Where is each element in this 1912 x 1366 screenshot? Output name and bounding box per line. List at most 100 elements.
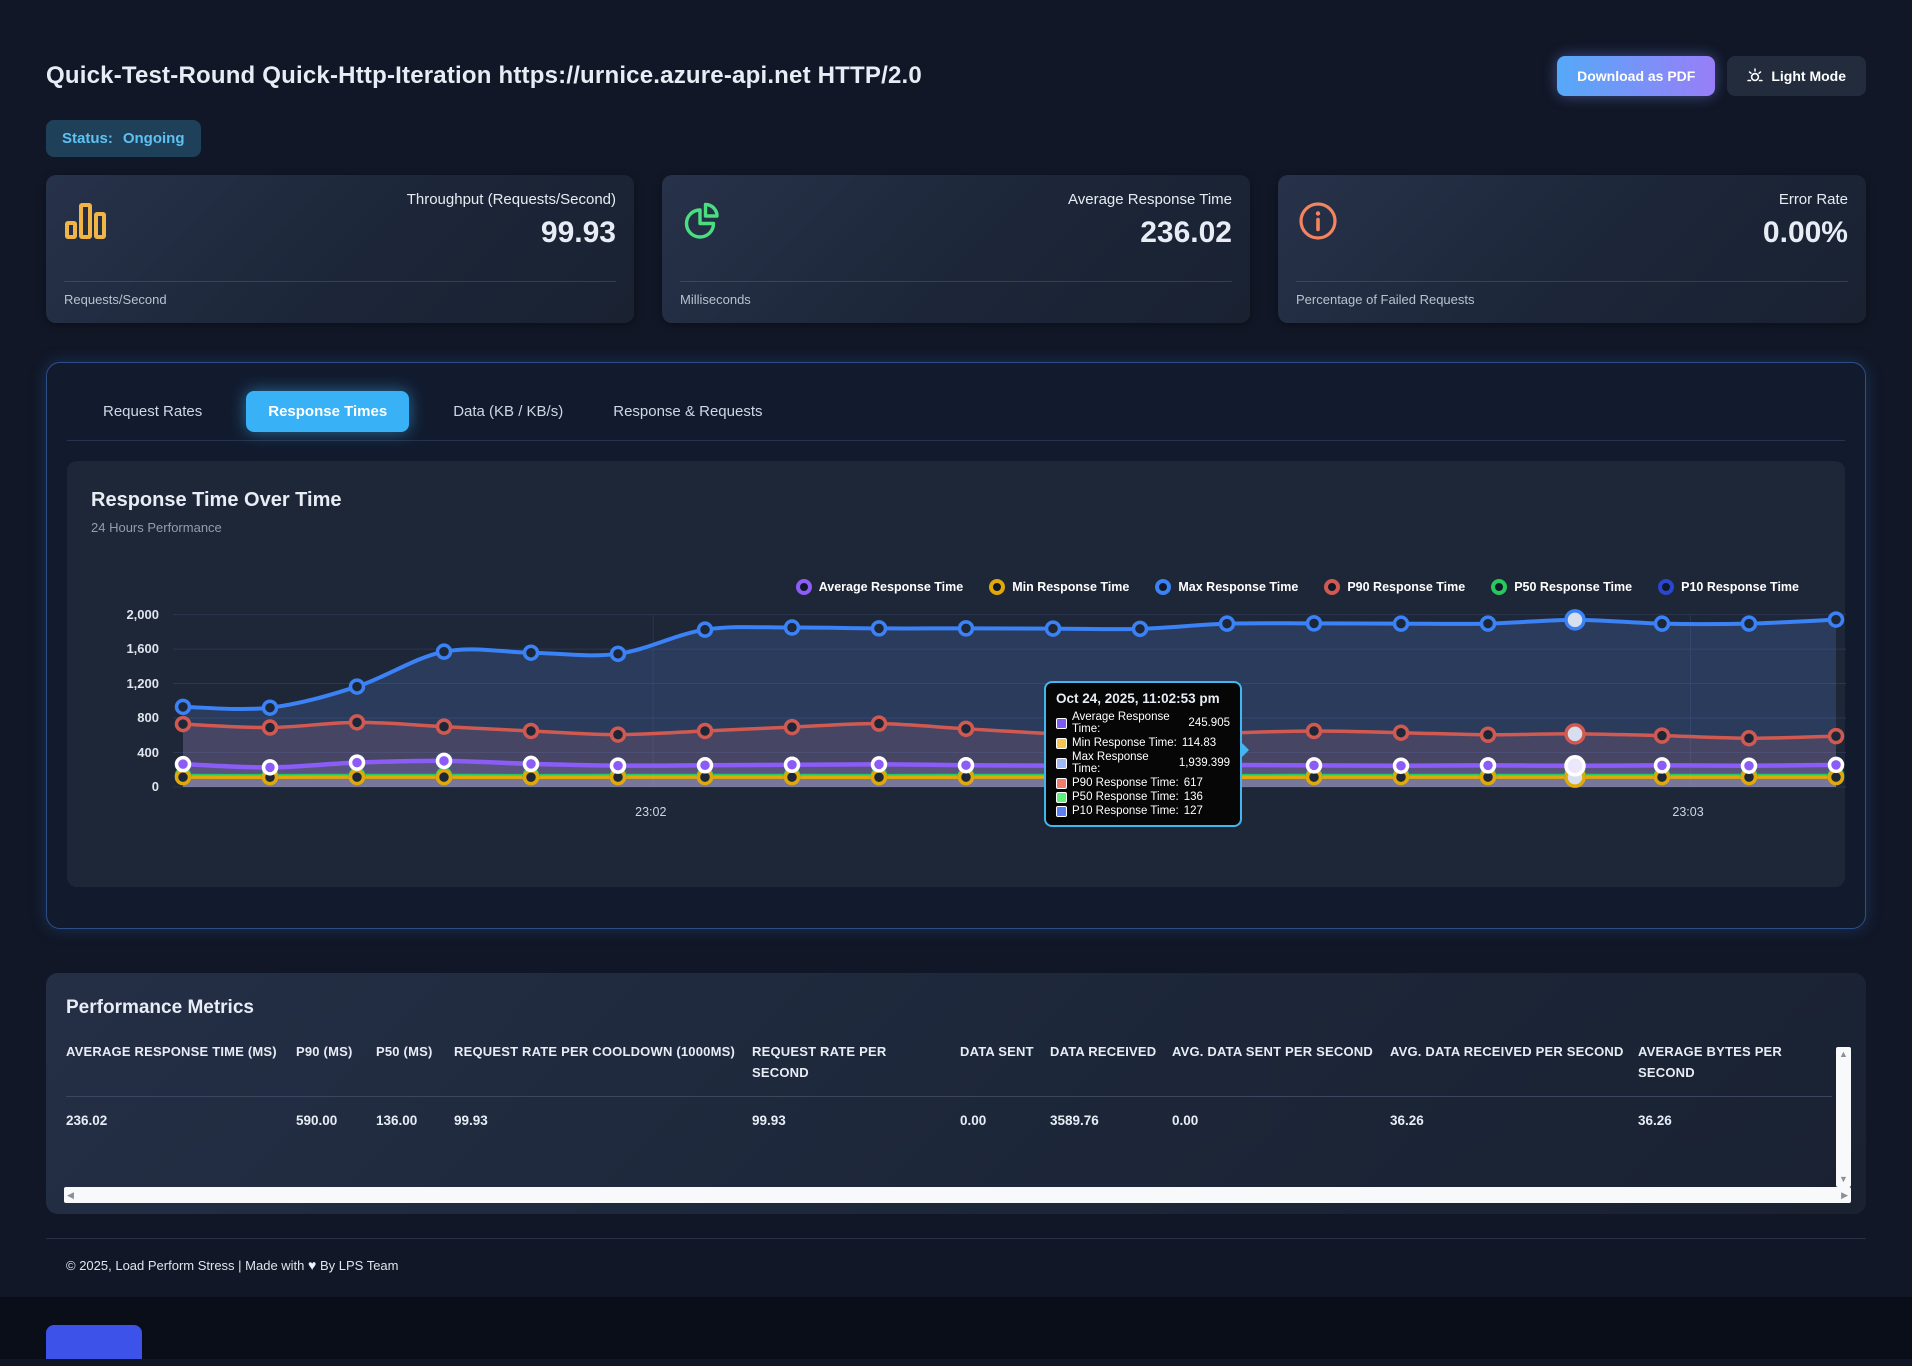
column-header: DATA RECEIVED: [1050, 1044, 1157, 1059]
info-icon: [1296, 199, 1340, 243]
horizontal-scrollbar[interactable]: ◀ ▶: [64, 1187, 1851, 1203]
legend-item-max[interactable]: Max Response Time: [1155, 579, 1298, 595]
column-header: AVG. DATA RECEIVED PER SECOND: [1390, 1044, 1624, 1059]
table-cell: 36.26: [1638, 1112, 1672, 1128]
tooltip-row: P10 Response Time: 127: [1056, 805, 1230, 817]
table-cell: 236.02: [66, 1112, 108, 1128]
column-header: P90 (MS): [296, 1044, 353, 1059]
chart-legend: Average Response Time Min Response Time …: [89, 579, 1823, 595]
legend-item-average[interactable]: Average Response Time: [795, 579, 963, 595]
legend-item-min[interactable]: Min Response Time: [989, 579, 1129, 595]
table-cell: 136.00: [376, 1112, 418, 1128]
pie-chart-icon: [680, 199, 724, 243]
card-title: Error Rate: [1778, 191, 1848, 208]
dashboard: Quick-Test-Round Quick-Http-Iteration ht…: [0, 56, 1912, 1287]
light-mode-label: Light Mode: [1771, 68, 1846, 84]
summary-cards: Throughput (Requests/Second) 99.93 Reque…: [46, 175, 1866, 323]
table-cell: 3589.76: [1050, 1112, 1099, 1128]
tooltip-swatch: [1056, 777, 1067, 789]
y-tick-label: 0: [151, 779, 159, 794]
legend-marker: [1155, 579, 1172, 595]
response-time-chart-card: Response Time Over Time 24 Hours Perform…: [67, 461, 1846, 887]
column-header: REQUEST RATE PER SECOND: [752, 1044, 887, 1081]
card-subtitle: Percentage of Failed Requests: [1296, 292, 1475, 307]
line-chart[interactable]: 0 400 800 1,200 1,600 2,000 23:02 23:03 Oct 24…: [126, 607, 1846, 839]
table-cell: 590.00: [296, 1112, 338, 1128]
tooltip-row: P50 Response Time: 136: [1056, 791, 1230, 803]
header: Quick-Test-Round Quick-Http-Iteration ht…: [46, 56, 1866, 96]
footer: © 2025, Load Perform Stress | Made with …: [46, 1238, 1866, 1287]
legend-marker: [795, 579, 812, 595]
light-mode-button[interactable]: Light Mode: [1727, 56, 1866, 96]
avg-response-card: Average Response Time 236.02 Millisecond…: [662, 175, 1250, 323]
column-header: AVG. DATA SENT PER SECOND: [1172, 1044, 1373, 1059]
tabs: Request Rates Response Times Data (KB / …: [67, 363, 1845, 441]
tooltip-row: P90 Response Time: 617: [1056, 777, 1230, 789]
column-header: REQUEST RATE PER COOLDOWN (1000MS): [454, 1044, 736, 1059]
scroll-right-icon[interactable]: ▶: [1841, 1189, 1848, 1200]
column-header: AVERAGE RESPONSE TIME (MS): [66, 1044, 277, 1059]
card-subtitle: Requests/Second: [64, 292, 167, 307]
tooltip-swatch: [1056, 737, 1067, 749]
metrics-table: AVERAGE RESPONSE TIME (MS) P90 (MS) P50 …: [66, 1041, 1832, 1128]
tooltip-swatch: [1056, 717, 1067, 729]
column-header: AVERAGE BYTES PER SECOND: [1638, 1044, 1783, 1081]
tooltip-row: Max Response Time: 1,939.399: [1056, 751, 1230, 775]
tooltip-arrow: [1240, 741, 1249, 759]
y-tick-label: 1,600: [126, 641, 159, 657]
card-title: Average Response Time: [1068, 191, 1232, 208]
bottom-band: [0, 1297, 1912, 1359]
tab-response-requests[interactable]: Response & Requests: [613, 403, 763, 420]
scroll-down-icon[interactable]: ▼: [1839, 1174, 1848, 1184]
y-tick-label: 1,200: [126, 675, 159, 691]
legend-marker: [989, 579, 1006, 595]
tooltip-row: Min Response Time: 114.83: [1056, 737, 1230, 749]
card-title: Throughput (Requests/Second): [406, 191, 616, 208]
status-label: Status:: [62, 130, 113, 147]
page-title: Quick-Test-Round Quick-Http-Iteration ht…: [46, 62, 922, 89]
heart-icon: ♥: [308, 1257, 317, 1273]
header-buttons: Download as PDF Light Mode: [1557, 56, 1866, 96]
tab-request-rates[interactable]: Request Rates: [103, 403, 203, 420]
charts-panel: Request Rates Response Times Data (KB / …: [46, 362, 1866, 929]
column-header: DATA SENT: [960, 1044, 1034, 1059]
y-tick-label: 400: [137, 744, 159, 760]
bar-chart-icon: [64, 199, 108, 243]
legend-item-p50[interactable]: P50 Response Time: [1491, 579, 1632, 595]
performance-metrics-panel: Performance Metrics AVERAGE RESPONSE TIM…: [46, 973, 1866, 1214]
legend-item-p90[interactable]: P90 Response Time: [1324, 579, 1465, 595]
card-subtitle: Milliseconds: [680, 292, 751, 307]
legend-item-p10[interactable]: P10 Response Time: [1658, 579, 1799, 595]
y-tick-label: 800: [137, 710, 159, 726]
divider: [680, 281, 1232, 282]
footer-text: © 2025, Load Perform Stress | Made with: [66, 1258, 305, 1273]
sun-icon: [1747, 68, 1764, 84]
metrics-title: Performance Metrics: [66, 997, 254, 1018]
tooltip-swatch: [1056, 805, 1067, 817]
legend-marker: [1324, 579, 1341, 595]
legend-marker: [1491, 579, 1508, 595]
table-cell: 99.93: [454, 1112, 488, 1128]
divider: [1296, 281, 1848, 282]
table-header-row: AVERAGE RESPONSE TIME (MS) P90 (MS) P50 …: [66, 1041, 1832, 1097]
tooltip-row: Average Response Time: 245.905: [1056, 711, 1230, 735]
scroll-up-icon[interactable]: ▲: [1839, 1049, 1848, 1059]
vertical-scrollbar[interactable]: ▲ ▼: [1836, 1047, 1851, 1187]
bottom-left-widget[interactable]: [46, 1325, 142, 1359]
tooltip-swatch: [1056, 757, 1067, 769]
download-pdf-button[interactable]: Download as PDF: [1557, 56, 1716, 96]
status-value: Ongoing: [122, 130, 185, 147]
card-value: 99.93: [540, 216, 616, 249]
table-cell: 99.93: [752, 1112, 786, 1128]
download-pdf-label: Download as PDF: [1577, 68, 1696, 84]
tab-data-kb[interactable]: Data (KB / KB/s): [453, 403, 564, 420]
x-tick-label: 23:03: [1672, 805, 1704, 819]
chart-canvas[interactable]: [173, 609, 1846, 799]
scroll-left-icon[interactable]: ◀: [67, 1189, 74, 1200]
table-row: 236.02 590.00 136.00 99.93 99.93 0.00 35…: [66, 1097, 1832, 1128]
throughput-card: Throughput (Requests/Second) 99.93 Reque…: [46, 175, 634, 323]
chart-subtitle: 24 Hours Performance: [91, 520, 222, 535]
legend-marker: [1658, 579, 1675, 595]
table-cell: 0.00: [1172, 1112, 1199, 1128]
tab-response-times[interactable]: Response Times: [246, 391, 410, 432]
